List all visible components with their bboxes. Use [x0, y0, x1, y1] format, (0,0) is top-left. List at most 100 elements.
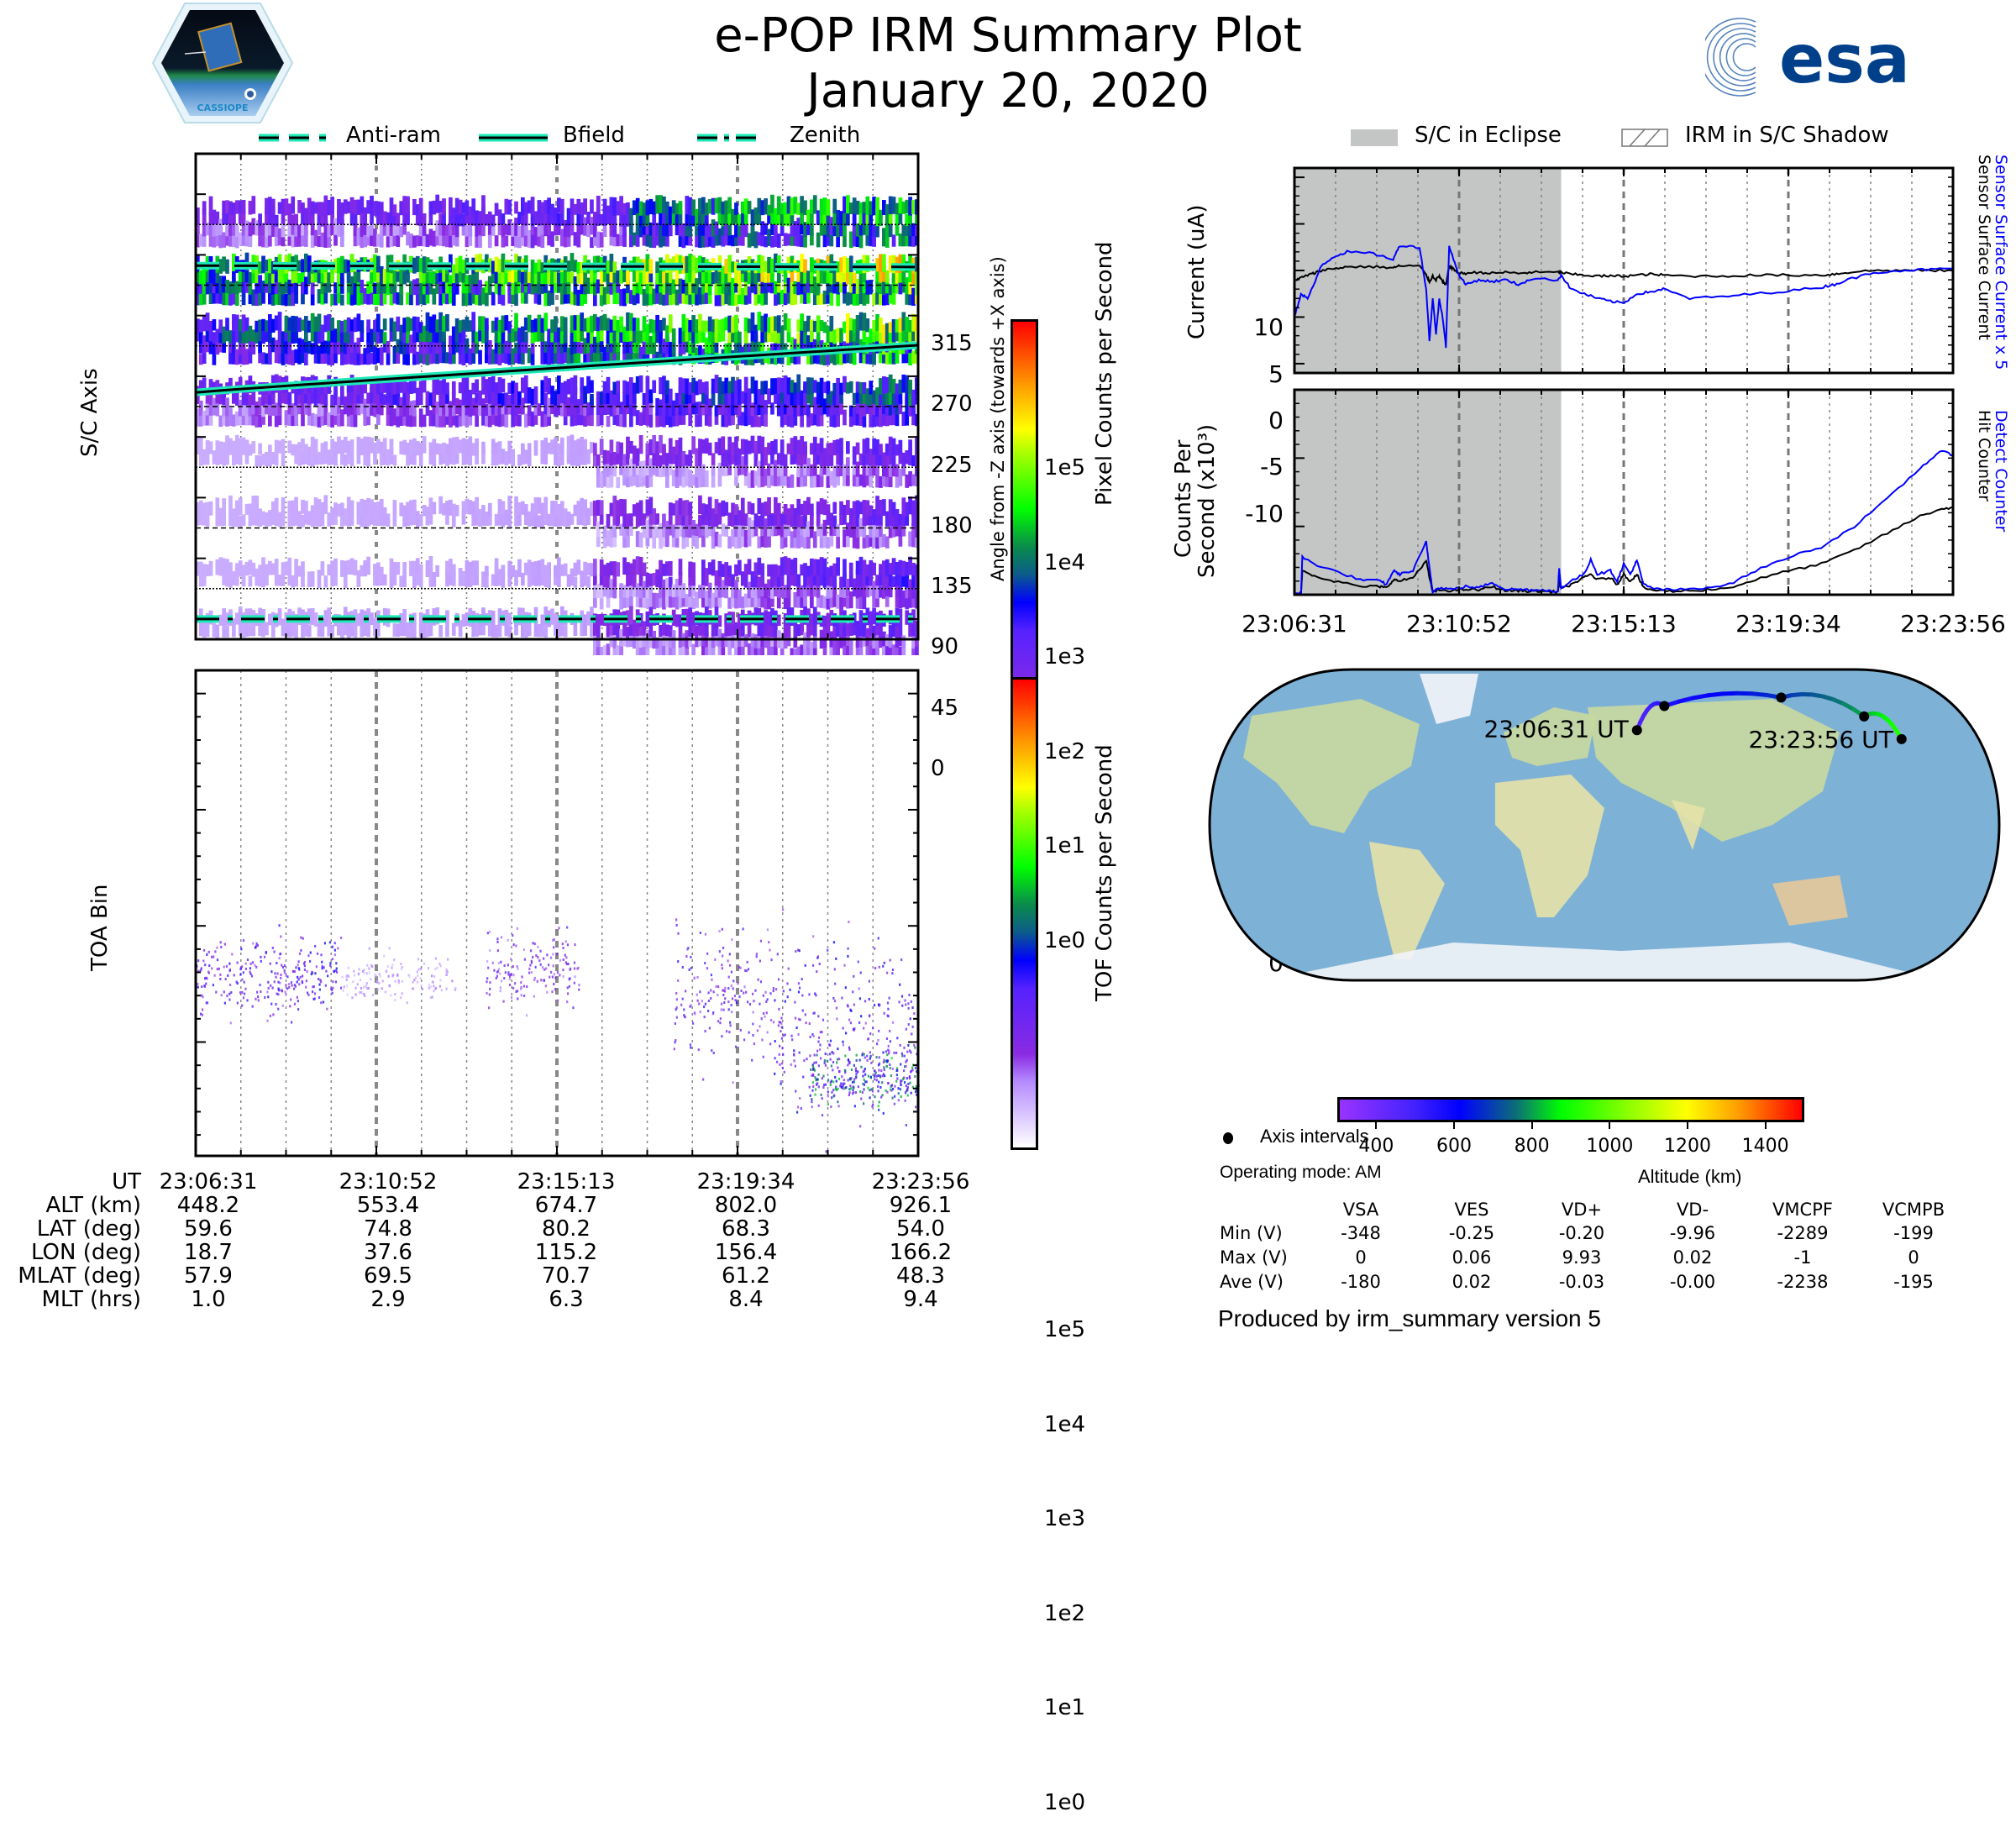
heatmap-cell — [774, 439, 778, 454]
heatmap-cell — [452, 381, 456, 395]
heatmap-cell — [393, 500, 397, 514]
heatmap-cell — [846, 213, 850, 226]
heatmap-cell — [836, 294, 840, 306]
heatmap-cell — [340, 295, 344, 306]
heatmap-cell — [323, 495, 328, 513]
solid-line-icon — [479, 125, 548, 150]
toa-cell — [228, 993, 230, 995]
heatmap-cell — [648, 259, 653, 273]
heatmap-cell — [402, 562, 407, 576]
toa-cell — [243, 939, 244, 942]
heatmap-cell — [242, 514, 246, 526]
toa-cell — [289, 1005, 291, 1007]
toa-cell — [256, 991, 258, 994]
heatmap-cell — [485, 566, 489, 577]
heatmap-cell — [767, 497, 771, 515]
heatmap-cell — [543, 454, 548, 465]
toa-cell — [305, 986, 307, 989]
heatmap-cell — [669, 561, 673, 576]
toa-cell — [225, 978, 227, 980]
toa-cell — [221, 994, 223, 996]
toa-cell — [223, 990, 225, 993]
heatmap-cell — [452, 564, 456, 577]
toa-cell — [260, 990, 261, 993]
heatmap-cell — [863, 596, 867, 609]
heatmap-cell — [899, 440, 903, 454]
heatmap-cell — [612, 465, 617, 476]
heatmap-cell — [222, 498, 226, 515]
toa-cell — [214, 974, 216, 977]
toa-cell — [252, 1006, 254, 1008]
heatmap-cell — [586, 576, 591, 588]
heatmap-cell — [340, 233, 344, 247]
angle-tick-label: 180 — [931, 513, 973, 538]
heatmap-cell — [590, 381, 594, 393]
toa-cell — [240, 948, 242, 950]
sc-axis-heatmap-plot — [193, 151, 966, 655]
heatmap-cell — [225, 625, 229, 637]
heatmap-cell — [423, 213, 427, 224]
toa-cell — [340, 987, 342, 990]
heatmap-cell — [849, 255, 853, 272]
toa-cell — [224, 943, 226, 946]
heatmap-cell — [564, 318, 568, 332]
legend-sc-axis: Anti-ram Bfield Zenith — [252, 123, 890, 153]
toa-cell — [279, 953, 281, 955]
heatmap-cell — [321, 561, 325, 575]
heatmap-cell — [534, 440, 538, 455]
heatmap-cell — [393, 512, 397, 526]
toa-cell — [246, 999, 248, 1001]
heatmap-cell — [475, 575, 479, 585]
heatmap-cell — [429, 556, 433, 575]
heatmap-cell — [471, 312, 475, 330]
heatmap-cell — [452, 515, 456, 528]
heatmap-cell — [406, 197, 410, 214]
heatmap-cell — [846, 441, 850, 454]
toa-cell — [291, 984, 293, 986]
heatmap-cell — [593, 295, 597, 307]
heatmap-cell — [507, 612, 512, 625]
toa-cell — [291, 981, 292, 984]
heatmap-cell — [616, 562, 620, 576]
toa-cell — [204, 964, 206, 966]
heatmap-cell — [287, 558, 291, 576]
toa-cell — [259, 984, 260, 986]
heatmap-cell — [639, 500, 643, 514]
toa-cell — [278, 989, 280, 991]
angle-tick-label: 225 — [931, 453, 973, 478]
heatmap-cell — [590, 394, 594, 405]
heatmap-cell — [688, 501, 692, 514]
toa-cell — [275, 1003, 276, 1006]
toa-cell — [202, 1014, 203, 1016]
heatmap-cell — [383, 575, 387, 585]
toa-cell — [280, 977, 281, 979]
pixel-colorbar-label: Pixel Counts per Second — [1092, 241, 1117, 506]
heatmap-cell — [307, 625, 312, 637]
heatmap-cell — [846, 475, 850, 486]
toa-cell — [204, 985, 206, 988]
toa-cell — [314, 945, 316, 948]
toa-cell — [218, 968, 220, 970]
toa-cell — [314, 992, 316, 995]
heatmap-cell — [475, 438, 479, 456]
toa-cell — [231, 953, 233, 955]
toa-cell — [340, 937, 342, 939]
heatmap-cell — [209, 561, 213, 576]
toa-cell — [270, 1015, 271, 1017]
toa-cell — [241, 991, 243, 994]
heatmap-cell — [291, 197, 295, 214]
toa-cell — [312, 990, 313, 993]
toa-cell — [270, 963, 271, 965]
toa-cell — [286, 987, 288, 990]
toa-cell — [320, 1001, 322, 1004]
heatmap-cell — [213, 353, 217, 365]
heatmap-cell — [705, 381, 709, 395]
toa-cell — [213, 984, 214, 986]
heatmap-cell — [882, 254, 886, 271]
heatmap-cell — [793, 558, 797, 575]
toa-cell — [288, 986, 290, 989]
toa-cell — [285, 991, 286, 994]
toa-cell — [241, 979, 243, 981]
toa-cell — [320, 980, 322, 983]
toa-cell — [244, 981, 245, 984]
